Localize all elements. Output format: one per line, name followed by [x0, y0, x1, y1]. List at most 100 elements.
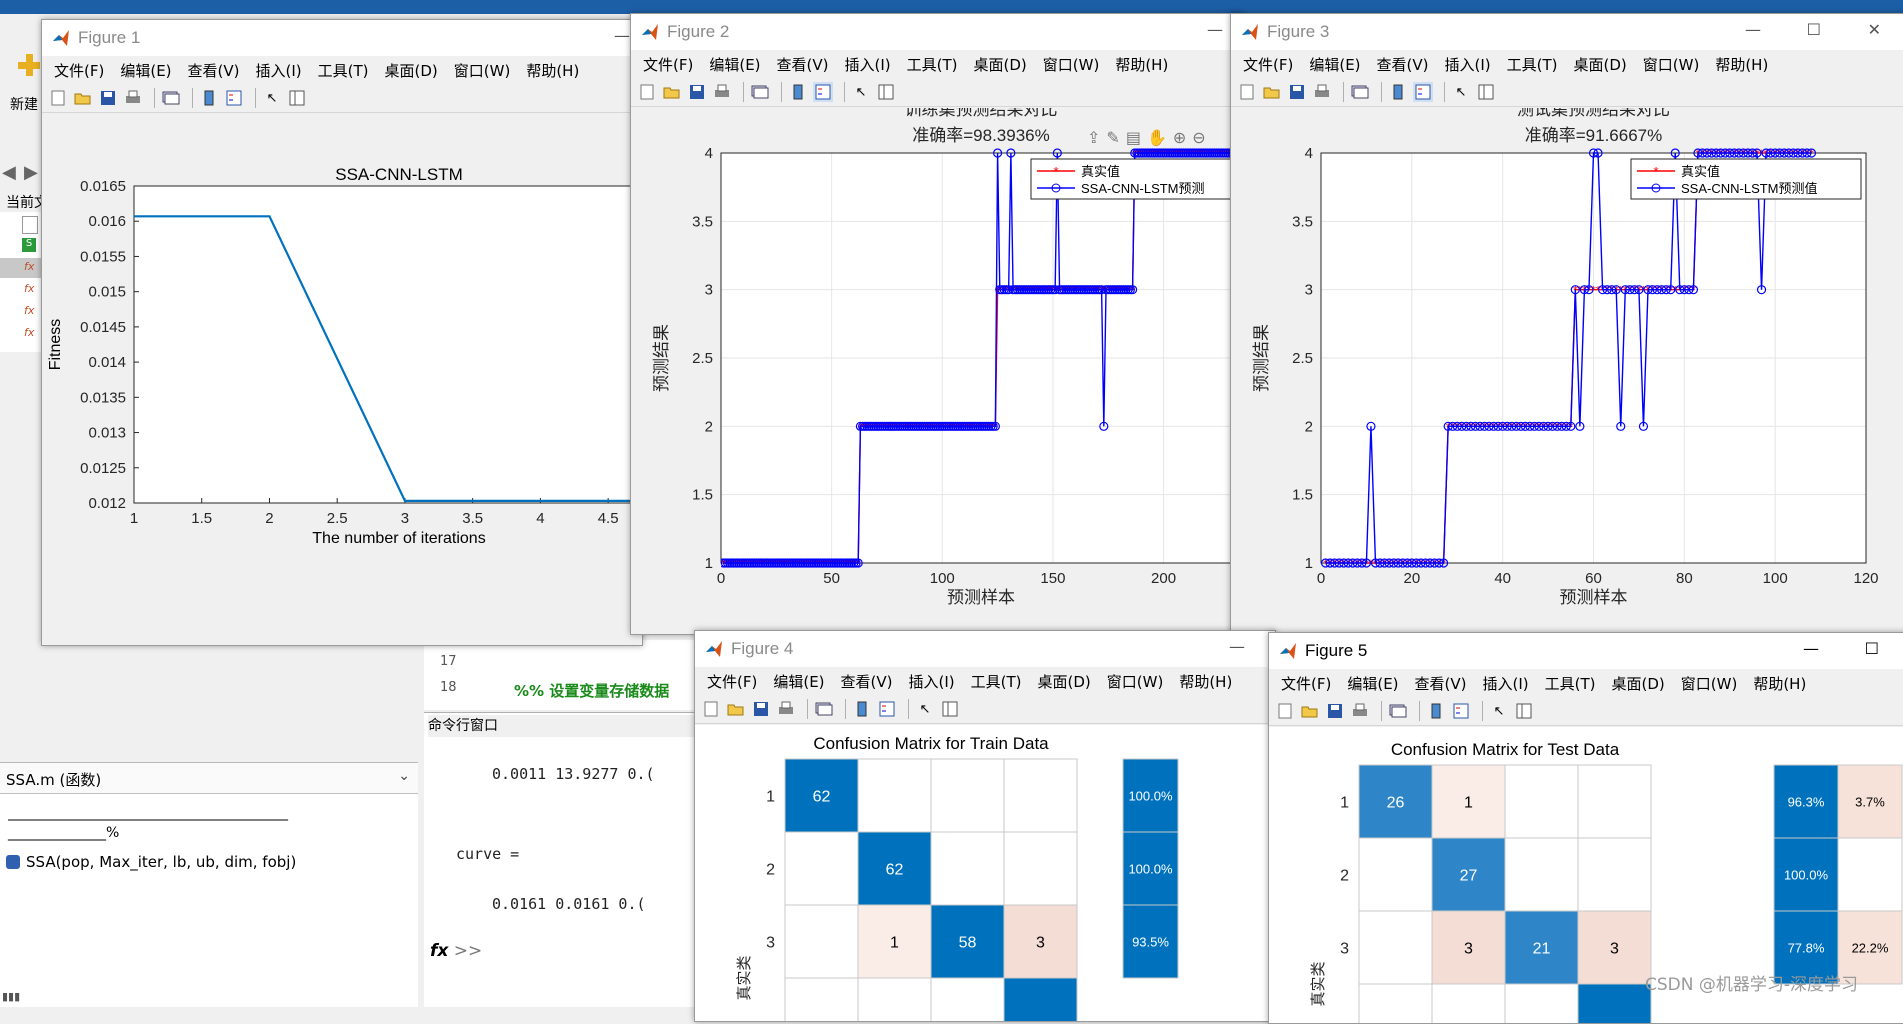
- figure3-titlebar[interactable]: Figure 3 — ☐ ✕: [1231, 14, 1903, 50]
- menu-view[interactable]: 查看(V): [1376, 55, 1429, 74]
- menu-window[interactable]: 窗口(W): [1042, 55, 1100, 74]
- open-file-icon[interactable]: [1262, 82, 1282, 102]
- menu-edit[interactable]: 编辑(E): [1309, 55, 1361, 74]
- menu-desktop[interactable]: 桌面(D): [1611, 674, 1665, 693]
- minimize-icon[interactable]: —: [1745, 20, 1761, 39]
- menu-insert[interactable]: 插入(I): [1444, 55, 1491, 74]
- menu-desktop[interactable]: 桌面(D): [1573, 55, 1627, 74]
- new-button[interactable]: 新建: [8, 50, 48, 113]
- zoom-in-icon[interactable]: ⊕: [1172, 128, 1187, 147]
- pointer-icon[interactable]: ↖: [855, 84, 867, 100]
- new-figure-icon[interactable]: [637, 82, 657, 102]
- function-file-icon[interactable]: fx: [24, 304, 35, 317]
- pointer-icon[interactable]: ↖: [1455, 84, 1467, 100]
- menu-edit[interactable]: 编辑(E): [1347, 674, 1399, 693]
- datatip-icon[interactable]: ▤: [1125, 128, 1141, 147]
- editor-comment[interactable]: %% 设置变量存储数据: [514, 682, 670, 700]
- minimize-icon[interactable]: —: [1207, 20, 1223, 39]
- figure5-window[interactable]: Figure 5 — ☐ 文件(F) 编辑(E) 查看(V) 插入(I) 工具(…: [1268, 632, 1903, 1024]
- function-file-icon[interactable]: fx: [24, 326, 35, 339]
- save-icon[interactable]: [751, 699, 771, 719]
- menu-insert[interactable]: 插入(I): [908, 672, 955, 691]
- close-icon[interactable]: ✕: [1867, 20, 1881, 39]
- menu-file[interactable]: 文件(F): [643, 55, 694, 74]
- pointer-icon[interactable]: ↖: [919, 701, 931, 717]
- new-figure-icon[interactable]: [1237, 82, 1257, 102]
- menu-window[interactable]: 窗口(W): [1106, 672, 1164, 691]
- menu-window[interactable]: 窗口(W): [1680, 674, 1738, 693]
- function-file-icon[interactable]: fx: [24, 282, 35, 295]
- legend-icon[interactable]: [224, 88, 244, 108]
- figure1-titlebar[interactable]: Figure 1 —: [42, 20, 642, 56]
- figure4-titlebar[interactable]: Figure 4 —: [695, 631, 1275, 667]
- forward-arrow-icon[interactable]: ▶: [24, 162, 38, 183]
- property-editor-icon[interactable]: [1476, 82, 1496, 102]
- colorbar-icon[interactable]: [1426, 701, 1446, 721]
- print-icon[interactable]: [1350, 701, 1370, 721]
- selected-row[interactable]: [0, 258, 42, 278]
- figure1-window[interactable]: Figure 1 — 文件(F) 编辑(E) 查看(V) 插入(I) 工具(T)…: [41, 19, 643, 646]
- property-editor-icon[interactable]: [287, 88, 307, 108]
- maximize-icon[interactable]: ☐: [1806, 20, 1821, 39]
- command-prompt[interactable]: fx >>: [430, 941, 482, 961]
- function-file-icon[interactable]: fx: [24, 260, 35, 273]
- menu-window[interactable]: 窗口(W): [453, 61, 511, 80]
- menu-tools[interactable]: 工具(T): [1506, 55, 1558, 74]
- link-plot-icon[interactable]: [750, 82, 770, 102]
- figure2-window[interactable]: Figure 2 — 文件(F) 编辑(E) 查看(V) 插入(I) 工具(T)…: [630, 13, 1242, 635]
- save-icon[interactable]: [1325, 701, 1345, 721]
- menu-edit[interactable]: 编辑(E): [709, 55, 761, 74]
- menu-desktop[interactable]: 桌面(D): [384, 61, 438, 80]
- menu-edit[interactable]: 编辑(E): [773, 672, 825, 691]
- menu-view[interactable]: 查看(V): [776, 55, 829, 74]
- menu-view[interactable]: 查看(V): [840, 672, 893, 691]
- minimize-icon[interactable]: —: [1229, 637, 1245, 656]
- figure4-window[interactable]: Figure 4 — 文件(F) 编辑(E) 查看(V) 插入(I) 工具(T)…: [694, 630, 1276, 1022]
- pointer-icon[interactable]: ↖: [1493, 703, 1505, 719]
- menu-window[interactable]: 窗口(W): [1642, 55, 1700, 74]
- save-icon[interactable]: [687, 82, 707, 102]
- print-icon[interactable]: [1312, 82, 1332, 102]
- figure3-window[interactable]: Figure 3 — ☐ ✕ 文件(F) 编辑(E) 查看(V) 插入(I) 工…: [1230, 13, 1903, 635]
- menu-help[interactable]: 帮助(H): [1115, 55, 1169, 74]
- colorbar-icon[interactable]: [199, 88, 219, 108]
- save-icon[interactable]: [98, 88, 118, 108]
- menu-help[interactable]: 帮助(H): [526, 61, 580, 80]
- menu-file[interactable]: 文件(F): [54, 61, 105, 80]
- menu-tools[interactable]: 工具(T): [317, 61, 369, 80]
- property-editor-icon[interactable]: [876, 82, 896, 102]
- legend-icon[interactable]: [1413, 82, 1433, 102]
- new-figure-icon[interactable]: [701, 699, 721, 719]
- property-editor-icon[interactable]: [1514, 701, 1534, 721]
- export-icon[interactable]: ⇪: [1087, 128, 1101, 147]
- save-icon[interactable]: [1287, 82, 1307, 102]
- menu-help[interactable]: 帮助(H): [1753, 674, 1807, 693]
- open-file-icon[interactable]: [73, 88, 93, 108]
- link-plot-icon[interactable]: [1350, 82, 1370, 102]
- open-file-icon[interactable]: [726, 699, 746, 719]
- open-file-icon[interactable]: [662, 82, 682, 102]
- property-editor-icon[interactable]: [940, 699, 960, 719]
- simulink-file-icon[interactable]: S: [22, 238, 36, 252]
- menu-desktop[interactable]: 桌面(D): [973, 55, 1027, 74]
- brush-icon[interactable]: ✎: [1106, 128, 1120, 147]
- link-plot-icon[interactable]: [814, 699, 834, 719]
- open-file-icon[interactable]: [1300, 701, 1320, 721]
- colorbar-icon[interactable]: [852, 699, 872, 719]
- link-plot-icon[interactable]: [161, 88, 181, 108]
- menu-insert[interactable]: 插入(I): [255, 61, 302, 80]
- print-icon[interactable]: [712, 82, 732, 102]
- menu-desktop[interactable]: 桌面(D): [1037, 672, 1091, 691]
- colorbar-icon[interactable]: [1388, 82, 1408, 102]
- legend-icon[interactable]: [877, 699, 897, 719]
- maximize-icon[interactable]: ☐: [1864, 639, 1879, 658]
- print-icon[interactable]: [776, 699, 796, 719]
- menu-file[interactable]: 文件(F): [1243, 55, 1294, 74]
- menu-help[interactable]: 帮助(H): [1179, 672, 1233, 691]
- status-grip-icon[interactable]: ▮▮▮: [2, 990, 21, 1003]
- menu-insert[interactable]: 插入(I): [844, 55, 891, 74]
- new-figure-icon[interactable]: [48, 88, 68, 108]
- function-bar[interactable]: SSA.m (函数) ⌄: [0, 763, 418, 794]
- file-icon[interactable]: [22, 216, 38, 234]
- figure2-titlebar[interactable]: Figure 2 —: [631, 14, 1241, 50]
